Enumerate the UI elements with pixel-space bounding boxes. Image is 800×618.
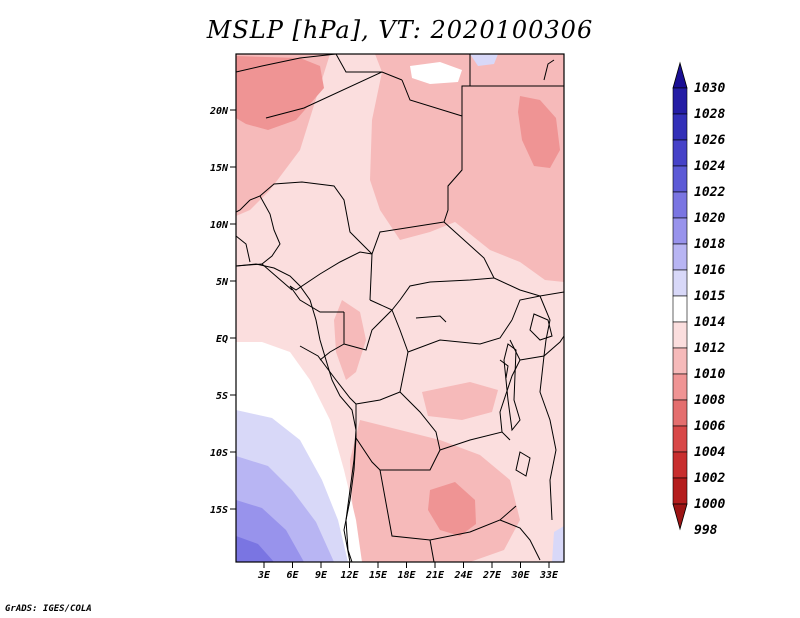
lon-tick-label: 27E [482, 570, 502, 581]
colorbar-top-arrow [672, 61, 688, 89]
colorbar-segment [672, 165, 688, 193]
colorbar-bottom-arrow [672, 503, 688, 531]
lon-tick-label: 33E [539, 570, 559, 581]
coastline-and-lakes [236, 59, 555, 562]
colorbar-segment [672, 347, 688, 375]
colorbar-segment [672, 269, 688, 297]
lon-tick-label: 6E [286, 570, 299, 581]
colorbar-segment [672, 191, 688, 219]
field-1008-sudan [518, 96, 560, 168]
colorbar-label: 1022 [694, 185, 725, 200]
lat-tick-label: 20N [209, 106, 229, 117]
colorbar-label: 1010 [694, 367, 725, 382]
lat-tick-label: EQ [216, 334, 228, 345]
map-frame [235, 53, 565, 563]
colorbar-label: 1008 [694, 393, 725, 408]
colorbar-legend: 1030 1028 1026 1024 1022 1020 1018 1016 1015 1014… [672, 61, 725, 538]
lon-tick-label: 24E [453, 570, 473, 581]
colorbar-segment [672, 243, 688, 271]
colorbar-segment [672, 373, 688, 401]
colorbar-segment [672, 217, 688, 245]
field-1015-ne-spot [470, 54, 498, 66]
field-1008-sahara-w [236, 56, 324, 130]
colorbar-label: 1002 [694, 471, 725, 486]
colorbar-label: 1026 [694, 133, 725, 148]
colorbar-segment [672, 425, 688, 453]
colorbar-label: 998 [694, 523, 718, 538]
field-1014-north-spot [410, 62, 462, 84]
lat-tick-label: 5S [216, 391, 228, 402]
colorbar-segment [672, 399, 688, 427]
lat-tick-label: 5N [216, 277, 229, 288]
lat-tick-label: 10S [210, 448, 228, 459]
lat-tick-label: 15S [210, 505, 228, 516]
lon-tick-label: 9E [315, 570, 328, 581]
colorbar-label: 1024 [694, 159, 725, 174]
lon-tick-label: 21E [425, 570, 445, 581]
lon-tick-label: 3E [257, 570, 271, 581]
colorbar-segment [672, 113, 688, 141]
colorbar-segment [672, 87, 688, 115]
field-1015-se-spot [552, 526, 564, 562]
colorbar-label: 1028 [694, 107, 725, 122]
pressure-field [236, 54, 564, 562]
lon-tick-label: 18E [397, 570, 416, 581]
colorbar-label: 1015 [694, 289, 725, 304]
field-1008-zambia [428, 482, 476, 536]
grads-credit: GrADS: IGES/COLA [5, 604, 92, 614]
colorbar-label: 1030 [694, 81, 725, 96]
lat-tick-label: 10N [210, 220, 229, 231]
latitude-axis: 20N 15N 10N 5N EQ 5S 10S 15S [209, 106, 236, 516]
colorbar-segment [672, 295, 688, 323]
lon-tick-label: 12E [340, 570, 359, 581]
colorbar-label: 1014 [694, 315, 725, 330]
field-1010-congo [422, 382, 498, 420]
colorbar-label: 1018 [694, 237, 725, 252]
colorbar-label: 1004 [694, 445, 725, 460]
colorbar-label: 1006 [694, 419, 725, 434]
colorbar-label: 1000 [694, 497, 725, 512]
lat-tick-label: 15N [210, 163, 229, 174]
colorbar-segment [672, 451, 688, 479]
field-1010-coast-blob [334, 300, 366, 380]
colorbar-label: 1012 [694, 341, 725, 356]
colorbar-segment [672, 321, 688, 349]
map-title: MSLP [hPa], VT: 2020100306 [206, 16, 594, 44]
lon-tick-label: 15E [369, 570, 388, 581]
colorbar-label: 1016 [694, 263, 725, 278]
field-1020 [236, 536, 274, 562]
colorbar-segment [672, 139, 688, 167]
field-1010-nile [396, 112, 470, 210]
colorbar-label: 1020 [694, 211, 725, 226]
lon-tick-label: 30E [510, 570, 530, 581]
colorbar-segment [672, 477, 688, 505]
longitude-axis: 3E 6E 9E 12E 15E 18E 21E 24E 27E 30E 33E [257, 562, 559, 581]
